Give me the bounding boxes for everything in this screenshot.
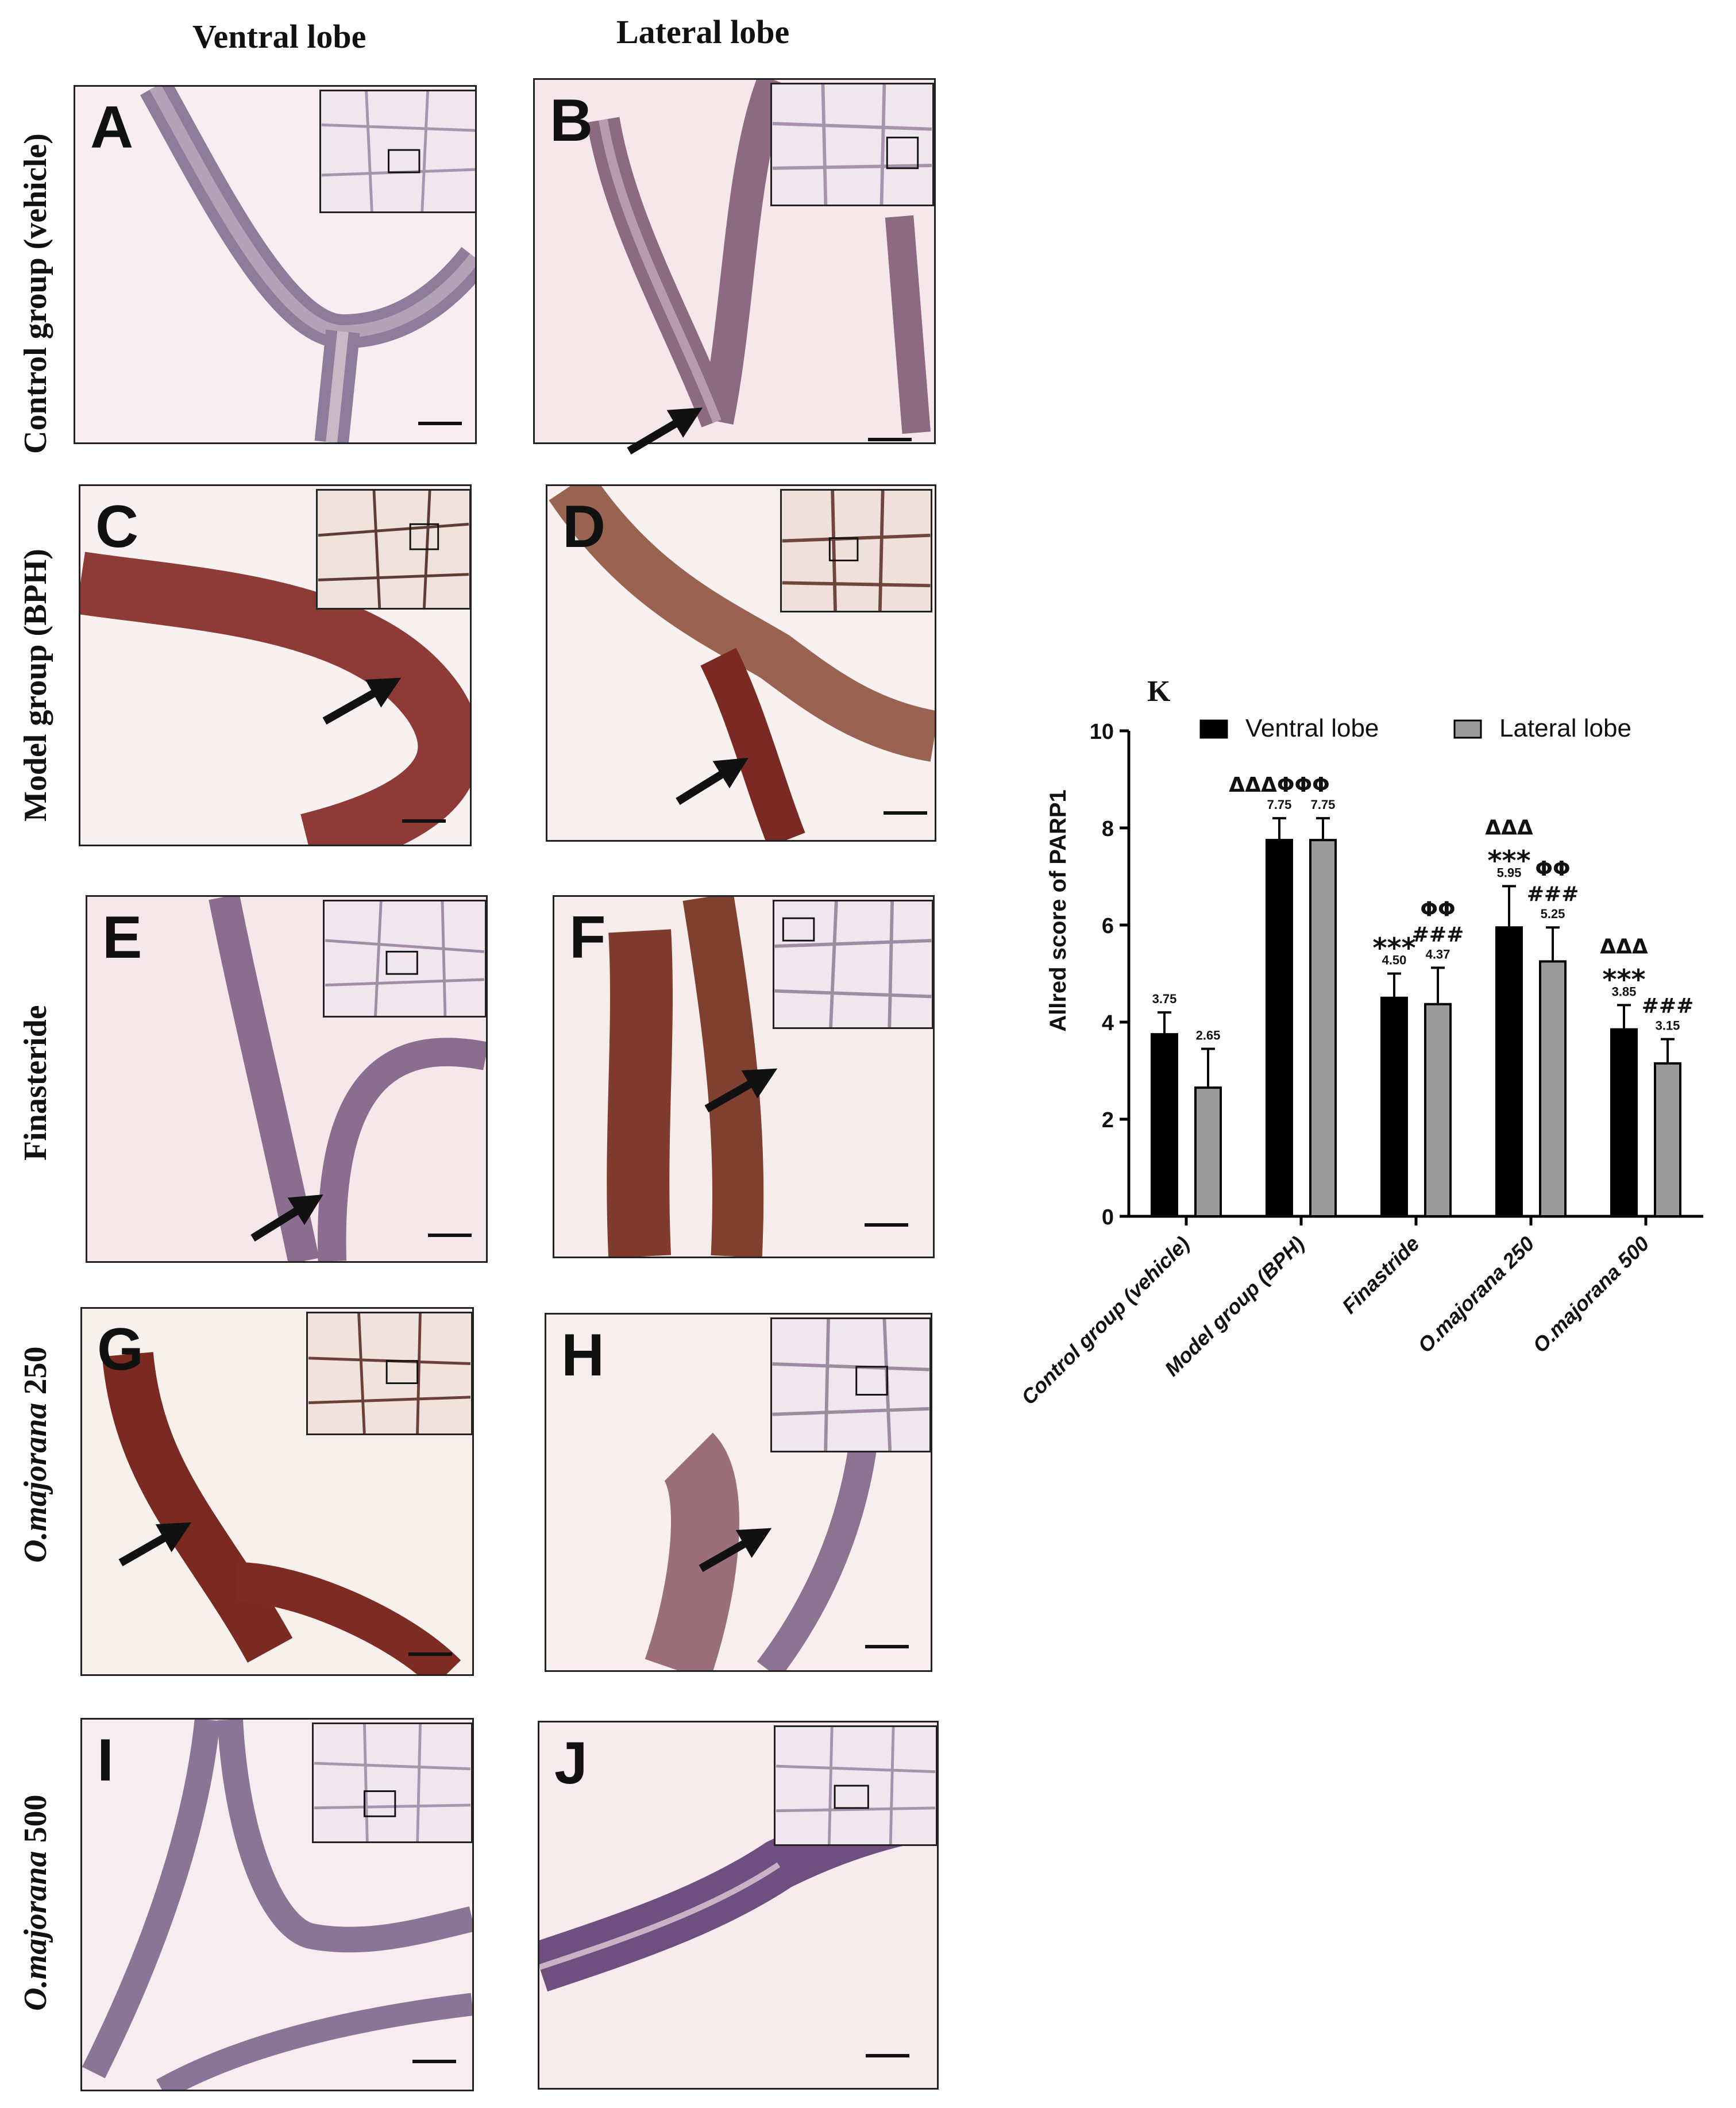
significance-annotation: ### [1642, 995, 1694, 1018]
row-label-finasteride: Finasteride [18, 1005, 53, 1161]
y-axis-label: Allred score of PARP1 [1046, 789, 1071, 1032]
column-title-lateral: Lateral lobe [616, 13, 790, 51]
data-label: 3.15 [1656, 1019, 1680, 1033]
significance-annotation: ### [1412, 923, 1464, 946]
micrograph-panel-i: I [80, 1718, 474, 2091]
inset-image [312, 1722, 472, 1843]
panel-letter: D [562, 494, 606, 560]
significance-annotation: ΔΔΔ [1600, 935, 1648, 958]
scale-bar [408, 1652, 452, 1656]
x-tick-label: Control group (vehicle) [1017, 1232, 1194, 1409]
bar [1194, 1086, 1222, 1218]
micrograph-panel-b: B [533, 78, 936, 444]
panel-letter: G [97, 1316, 144, 1383]
bar [1266, 839, 1293, 1217]
scale-bar [884, 811, 927, 815]
micrograph-panel-c: C [79, 484, 472, 846]
significance-annotation: *** [1372, 932, 1415, 965]
micrograph-panel-j: J [538, 1721, 939, 2090]
micrograph-panel-g: G [80, 1307, 474, 1676]
panel-letter: C [95, 494, 139, 560]
x-tick-label: O.majorana 500 [1528, 1232, 1654, 1358]
data-label: 4.37 [1426, 947, 1450, 961]
data-label: 5.25 [1541, 907, 1565, 921]
data-label: 7.75 [1267, 797, 1292, 812]
chart-panel-letter: K [1147, 675, 1171, 708]
inset-image [319, 90, 475, 213]
scale-bar [868, 438, 912, 441]
bar [1610, 1028, 1638, 1217]
legend-swatch-ventral [1199, 719, 1228, 739]
panel-letter: A [90, 94, 134, 161]
micrograph-panel-a: A [74, 85, 477, 444]
scale-bar [865, 1645, 909, 1648]
significance-annotation: *** [1487, 845, 1530, 877]
data-label: 4.50 [1382, 953, 1407, 968]
panel-letter: E [102, 904, 142, 971]
bar [1424, 1003, 1452, 1217]
data-label: 3.75 [1152, 992, 1177, 1006]
legend-label-lateral: Lateral lobe [1499, 714, 1631, 742]
bar [1495, 926, 1523, 1217]
significance-annotation: ΔΔΔ [1485, 816, 1533, 839]
row-label-model: Model group (BPH) [18, 549, 53, 822]
scale-bar [866, 2054, 909, 2057]
inset-image [316, 489, 470, 610]
micrograph-panel-h: H [545, 1313, 932, 1672]
micrograph-panel-d: D [546, 484, 936, 842]
inset-image [323, 900, 486, 1018]
bar [1654, 1062, 1681, 1217]
scale-bar [428, 1234, 472, 1237]
y-tick-label: 6 [1102, 914, 1114, 938]
inset-image [780, 489, 932, 612]
legend: Ventral lobe Lateral lobe [1199, 714, 1631, 742]
panel-letter: H [561, 1322, 605, 1389]
panel-letter: B [550, 87, 593, 154]
bar [1309, 839, 1337, 1217]
row-label-omajorana-250: O.majorana 250 [18, 1346, 53, 1563]
scale-bar [412, 2060, 456, 2063]
data-label: 7.75 [1311, 797, 1336, 812]
panel-letter: J [554, 1730, 588, 1797]
significance-annotation: ΦΦ [1535, 857, 1570, 881]
y-tick-label: 8 [1102, 817, 1114, 841]
bar [1539, 960, 1567, 1217]
x-tick-label: Finastride [1337, 1232, 1424, 1319]
panel-letter: I [97, 1727, 114, 1794]
inset-image [770, 83, 934, 206]
y-tick-label: 4 [1102, 1011, 1114, 1035]
parp1-bar-chart: K Ventral lobe Lateral lobe Allred score… [988, 666, 1729, 1540]
row-label-control: Control group (vehicle) [18, 133, 53, 454]
row-label-omajorana-500: O.majorana 500 [18, 1794, 53, 2011]
x-tick-label: O.majorana 250 [1413, 1232, 1539, 1358]
y-tick-label: 2 [1102, 1108, 1114, 1132]
scale-bar [418, 422, 462, 425]
bar [1151, 1033, 1178, 1217]
y-tick-label: 0 [1102, 1205, 1114, 1230]
micrograph-panel-f: F [553, 895, 935, 1258]
inset-image [306, 1312, 472, 1435]
legend-swatch-lateral [1453, 719, 1482, 739]
inset-image [774, 1725, 937, 1846]
scale-bar [402, 819, 446, 823]
legend-label-ventral: Ventral lobe [1245, 714, 1379, 742]
significance-annotation: ΦΦ [1420, 897, 1455, 921]
data-label: 5.95 [1497, 865, 1522, 880]
column-title-ventral: Ventral lobe [192, 18, 367, 55]
scale-bar [865, 1223, 908, 1227]
significance-annotation: *** [1602, 964, 1645, 996]
significance-annotation: ΔΔΔΦΦΦ [1229, 773, 1329, 797]
significance-annotation: ### [1527, 882, 1579, 906]
inset-image [770, 1317, 931, 1452]
y-tick-label: 10 [1090, 720, 1114, 744]
data-label: 3.85 [1612, 984, 1637, 999]
data-label: 2.65 [1196, 1028, 1221, 1042]
bar [1380, 996, 1408, 1217]
micrograph-panel-e: E [86, 895, 488, 1263]
panel-letter: F [569, 904, 606, 971]
inset-image [773, 900, 933, 1029]
